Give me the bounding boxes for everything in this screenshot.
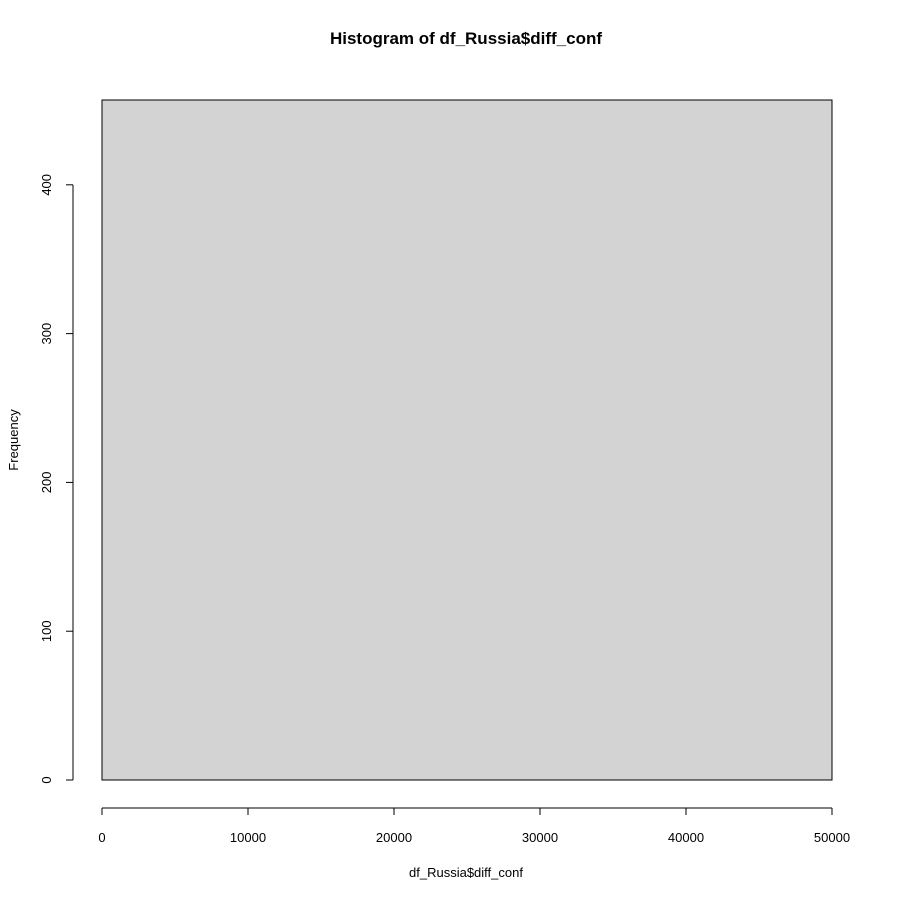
x-tick-label: 10000 <box>230 830 266 845</box>
y-axis-label: Frequency <box>6 409 21 471</box>
bars-layer <box>101 99 833 781</box>
x-tick-label: 0 <box>98 830 105 845</box>
y-tick-label: 300 <box>39 323 54 345</box>
y-tick-label: 200 <box>39 472 54 494</box>
x-tick-label: 20000 <box>376 830 412 845</box>
x-axis: 0 10000 20000 30000 40000 50000 <box>98 807 850 845</box>
y-ticks: 0 100 200 300 400 <box>39 174 73 784</box>
x-axis-label: df_Russia$diff_conf <box>409 865 523 880</box>
x-tick-label: 50000 <box>814 830 850 845</box>
x-ticks: 0 10000 20000 30000 40000 50000 <box>98 808 850 845</box>
y-tick-label: 100 <box>39 620 54 642</box>
y-tick-label: 0 <box>39 776 54 783</box>
y-tick-label: 400 <box>39 174 54 196</box>
chart-title: Histogram of df_Russia$diff_conf <box>330 29 602 48</box>
histogram-bar-0 <box>101 99 833 781</box>
y-axis: 0 100 200 300 400 <box>39 174 74 784</box>
x-tick-label: 30000 <box>522 830 558 845</box>
x-tick-label: 40000 <box>668 830 704 845</box>
